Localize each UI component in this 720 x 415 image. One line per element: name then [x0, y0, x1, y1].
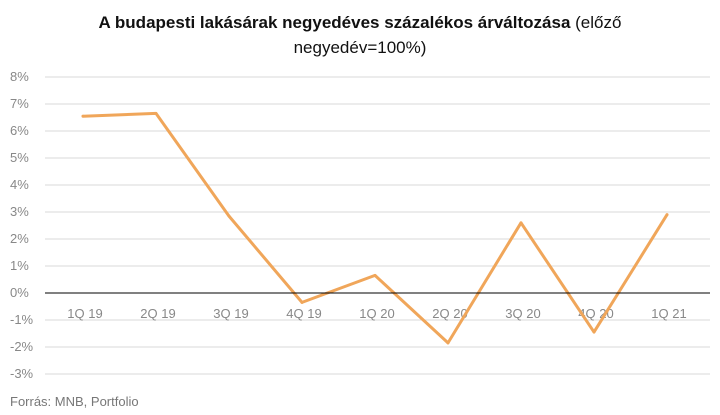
data-point: [154, 112, 158, 115]
x-tick-label: 3Q 20: [505, 306, 540, 321]
y-tick-label: 3%: [10, 204, 29, 219]
y-tick-label: 5%: [10, 150, 29, 165]
y-tick-label: 6%: [10, 123, 29, 138]
x-tick-label: 2Q 19: [140, 306, 175, 321]
x-tick-label: 1Q 19: [67, 306, 102, 321]
chart-title: A budapesti lakásárak negyedéves százalé…: [0, 10, 720, 60]
chart-title-suffix: (előző: [570, 13, 622, 32]
y-tick-label: 4%: [10, 177, 29, 192]
chart-title-line2: negyedév=100%): [293, 38, 427, 57]
source-note: Forrás: MNB, Portfolio: [10, 394, 139, 409]
y-tick-label: 1%: [10, 258, 29, 273]
y-tick-label: 8%: [10, 69, 29, 84]
x-tick-label: 1Q 20: [359, 306, 394, 321]
x-axis-tick-labels: 1Q 19 2Q 19 3Q 19 4Q 19 1Q 20 2Q 20 3Q 20 4Q 20…: [67, 306, 686, 321]
x-tick-label: 3Q 19: [213, 306, 248, 321]
y-tick-label: 7%: [10, 96, 29, 111]
chart-title-line1: A budapesti lakásárak negyedéves százalé…: [0, 10, 720, 35]
y-tick-label: 0%: [10, 285, 29, 300]
data-point: [519, 221, 523, 225]
data-point: [446, 341, 450, 345]
x-tick-label: 4Q 19: [286, 306, 321, 321]
data-point: [300, 301, 304, 304]
x-tick-label: 1Q 21: [651, 306, 686, 321]
x-tick-label: 2Q 20: [432, 306, 467, 321]
y-tick-label: -3%: [10, 366, 34, 381]
data-point: [81, 114, 85, 118]
data-point: [227, 214, 231, 218]
y-axis-tick-labels: 8% 7% 6% 5% 4% 3% 2% 1% 0% -1% -2% -3%: [10, 69, 34, 381]
y-tick-label: -2%: [10, 339, 34, 354]
data-point: [592, 330, 596, 334]
data-point: [373, 274, 377, 277]
series-layer: [81, 111, 669, 345]
y-tick-label: -1%: [10, 312, 34, 327]
data-point: [665, 213, 669, 217]
chart-title-bold: A budapesti lakásárak negyedéves százalé…: [98, 13, 571, 32]
y-tick-label: 2%: [10, 231, 29, 246]
gridlines: [45, 76, 710, 375]
